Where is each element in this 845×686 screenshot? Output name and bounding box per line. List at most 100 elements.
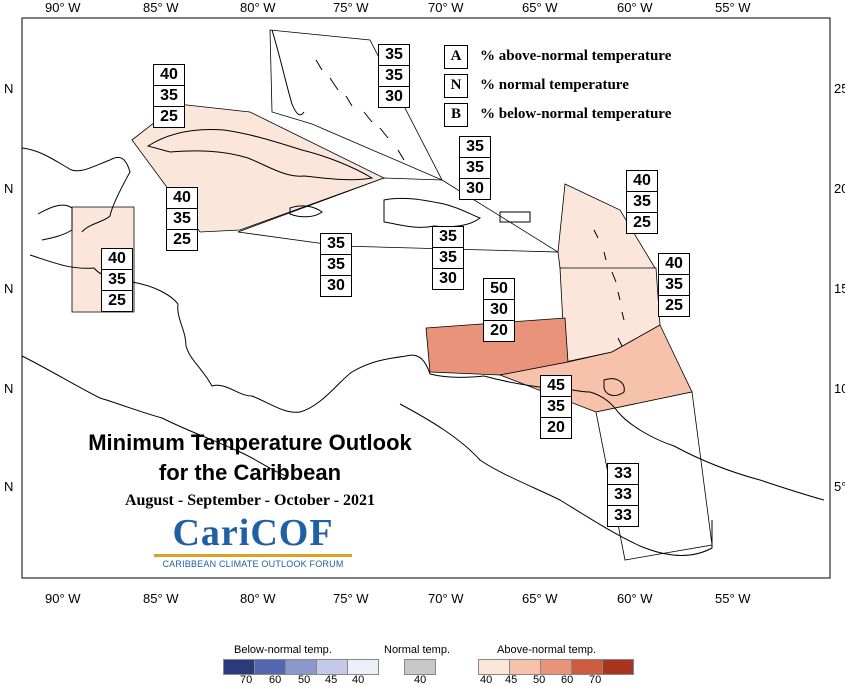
lat-label: N — [4, 181, 13, 196]
prob-above: 35 — [320, 233, 352, 255]
lat-label: N — [4, 479, 13, 494]
prob-normal: 35 — [166, 208, 198, 230]
prob-above: 40 — [153, 64, 185, 86]
prob-below: 25 — [626, 212, 658, 234]
scale-num: 60 — [269, 674, 282, 686]
prob-above: 35 — [432, 226, 464, 248]
lon-label: 90° W — [45, 591, 81, 606]
lon-label: 80° W — [240, 0, 276, 15]
scale-title-below: Below-normal temp. — [234, 644, 332, 656]
swatch-above-40 — [478, 659, 510, 675]
prob-above: 35 — [459, 136, 491, 158]
prob-box-abc-islands: 50 30 20 — [483, 278, 515, 342]
prob-box-trinidad-tobago: 45 35 20 — [540, 375, 572, 439]
logo-subtitle: CARIBBEAN CLIMATE OUTLOOK FORUM — [162, 559, 344, 569]
coast-jamaica — [289, 205, 323, 218]
prob-normal: 35 — [658, 274, 690, 296]
lon-label: 70° W — [428, 591, 464, 606]
prob-below: 30 — [459, 178, 491, 200]
lon-label: 65° W — [522, 591, 558, 606]
prob-box-windward-islands: 40 35 25 — [658, 253, 690, 317]
prob-normal: 33 — [607, 484, 639, 506]
title-line-1: Minimum Temperature Outlook — [88, 430, 412, 455]
prob-below: 33 — [607, 505, 639, 527]
prob-normal: 35 — [432, 247, 464, 269]
legend-key: N — [444, 73, 468, 98]
coast-cuba — [146, 129, 374, 181]
scale-num: 40 — [480, 674, 493, 686]
lon-label: 85° W — [143, 0, 179, 15]
prob-above: 40 — [101, 248, 133, 270]
prob-box-bahamas: 35 35 30 — [378, 44, 410, 108]
swatches-normal — [404, 659, 436, 675]
lat-label: 10° — [834, 381, 845, 396]
scale-num: 45 — [505, 674, 518, 686]
coast-hispaniola — [383, 197, 481, 228]
scale-num: 50 — [298, 674, 311, 686]
prob-below: 25 — [658, 295, 690, 317]
swatch-above-50 — [540, 659, 572, 675]
lon-label: 70° W — [428, 0, 464, 15]
swatch-below-60 — [254, 659, 286, 675]
prob-below: 30 — [320, 275, 352, 297]
prob-box-cuba: 40 35 25 — [153, 64, 185, 128]
prob-normal: 35 — [626, 191, 658, 213]
scale-num: 40 — [352, 674, 365, 686]
prob-box-belize: 40 35 25 — [101, 248, 133, 312]
legend-key: B — [444, 102, 468, 127]
lat-labels-right: 25° 20° 15° 10° 5° — [834, 81, 845, 494]
legend-text: % below-normal temperature — [480, 106, 672, 122]
lat-label: N — [4, 81, 13, 96]
prob-box-western-caribbean: 40 35 25 — [166, 187, 198, 251]
lon-labels-bottom: 90° W 85° W 80° W 75° W 70° W 65° W 60° … — [45, 591, 751, 606]
region-bahamas — [269, 29, 443, 181]
prob-normal: 35 — [153, 85, 185, 107]
lon-label: 55° W — [715, 0, 751, 15]
lat-label: 15° — [834, 281, 845, 296]
prob-box-hispaniola-puerto-rico: 35 35 30 — [432, 226, 464, 290]
caricof-logo: CariCOF CARIBBEAN CLIMATE OUTLOOK FORUM — [148, 513, 358, 569]
lat-label: N — [4, 281, 13, 296]
scale-num: 45 — [325, 674, 338, 686]
lon-label: 75° W — [333, 591, 369, 606]
coast-lesser-antilles — [593, 229, 625, 347]
lon-label: 60° W — [617, 0, 653, 15]
legend-row-below: B % below-normal temperature — [444, 100, 671, 129]
prob-below: 25 — [153, 106, 185, 128]
coast-bahamas — [315, 59, 405, 161]
lon-label: 65° W — [522, 0, 558, 15]
swatch-below-50 — [285, 659, 317, 675]
title-period: August - September - October - 2021 — [124, 492, 376, 509]
coast-puerto-rico — [499, 211, 531, 223]
swatch-above-60 — [571, 659, 603, 675]
prob-box-guianas: 33 33 33 — [607, 463, 639, 527]
lon-labels-top: 90° W 85° W 80° W 75° W 70° W 65° W 60° … — [45, 0, 751, 15]
coast-pacific — [21, 355, 287, 477]
prob-below: 25 — [166, 229, 198, 251]
lat-label: N — [4, 381, 13, 396]
prob-box-hispaniola-north: 35 35 30 — [459, 136, 491, 200]
scale-num: 60 — [561, 674, 574, 686]
probability-legend: A % above-normal temperature N % normal … — [444, 42, 671, 129]
coast-north-america — [21, 147, 131, 233]
legend-text: % above-normal temperature — [480, 48, 672, 64]
prob-above: 40 — [166, 187, 198, 209]
prob-below: 20 — [540, 417, 572, 439]
logo-underline — [154, 554, 352, 557]
prob-normal: 35 — [320, 254, 352, 276]
lon-label: 55° W — [715, 591, 751, 606]
prob-above: 40 — [626, 170, 658, 192]
lon-label: 75° W — [333, 0, 369, 15]
prob-below: 20 — [483, 320, 515, 342]
prob-above: 35 — [378, 44, 410, 66]
legend-row-above: A % above-normal temperature — [444, 42, 671, 71]
coast-florida — [271, 29, 305, 116]
scale-num: 40 — [414, 674, 427, 686]
prob-box-jamaica: 35 35 30 — [320, 233, 352, 297]
scale-num: 50 — [533, 674, 546, 686]
prob-below: 30 — [378, 86, 410, 108]
coast-yucatan — [37, 204, 73, 241]
lat-label: 5° — [834, 479, 845, 494]
lon-label: 60° W — [617, 591, 653, 606]
